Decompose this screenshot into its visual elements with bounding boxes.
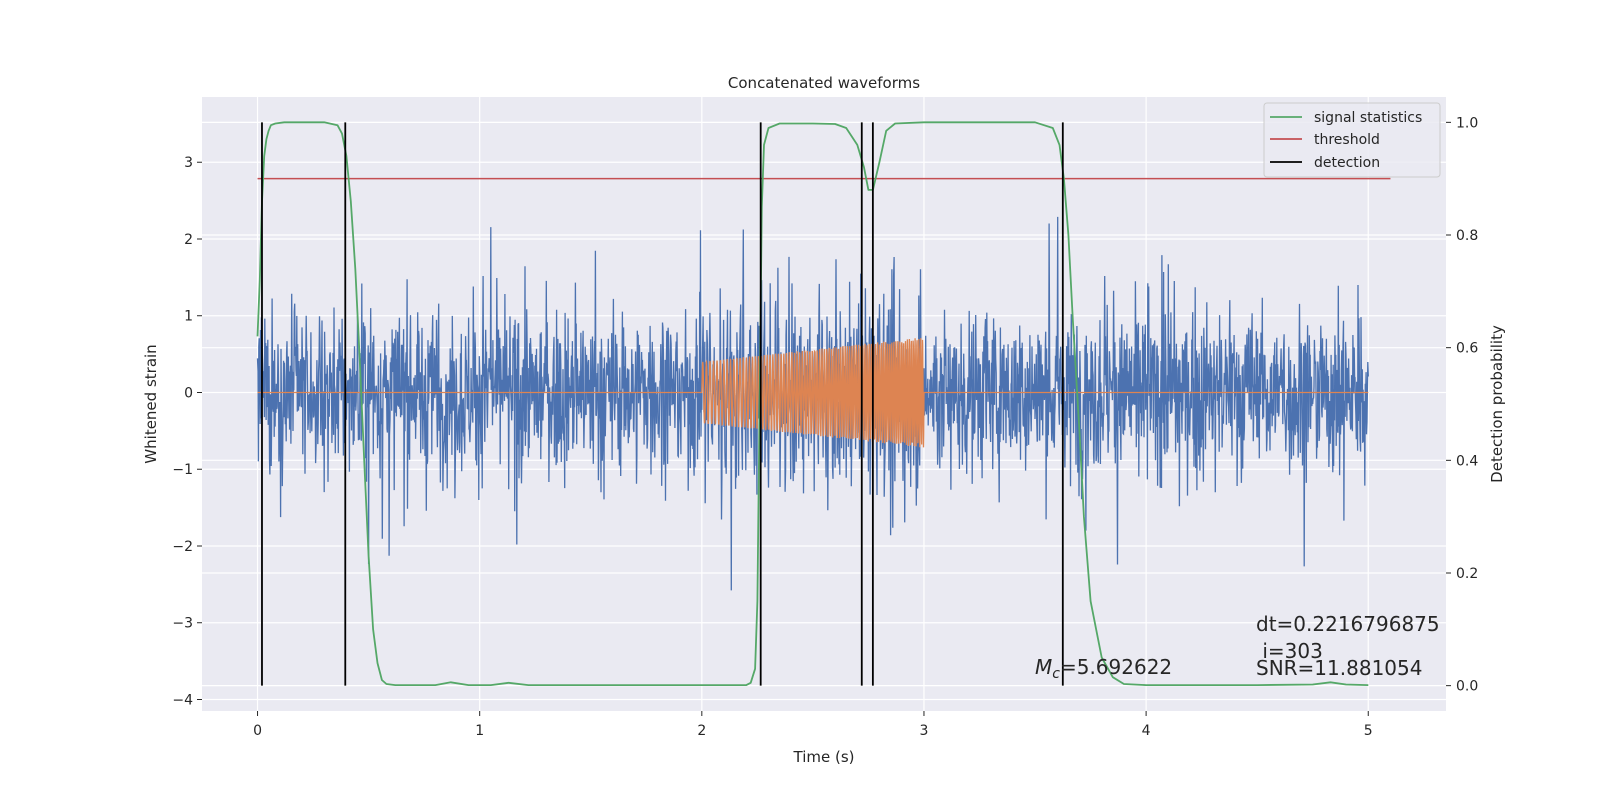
signal-statistics-series bbox=[256, 121, 1369, 686]
annotation-dt: dt=0.2216796875 bbox=[1256, 612, 1440, 636]
x-tick-label: 0 bbox=[253, 723, 262, 739]
legend-label-detection: detection bbox=[1314, 155, 1380, 171]
y-axis-label: Whitened strain bbox=[142, 344, 160, 463]
ticks: 0 1 2 3 4 5 −4 −3 −2 −1 0 1 2 3 0.0 0.2 0.4 0.6 0.8 1.0 bbox=[172, 115, 1478, 739]
y-tick-label: 0 bbox=[184, 385, 193, 401]
annotations: Mc=5.692622 dt=0.2216796875 i=303 SNR=11… bbox=[1035, 612, 1440, 682]
annotation-snr: SNR=11.881054 bbox=[1256, 656, 1422, 680]
y-tick-label: −2 bbox=[172, 539, 193, 555]
y-tick-label: 2 bbox=[184, 232, 193, 248]
detection-lines bbox=[261, 122, 1064, 686]
x-tick-label: 2 bbox=[697, 723, 706, 739]
x-tick-label: 5 bbox=[1364, 723, 1373, 739]
y-tick-label: −4 bbox=[172, 692, 193, 708]
x-tick-label: 4 bbox=[1142, 723, 1151, 739]
annotation-chirp-mass-value: =5.692622 bbox=[1060, 655, 1172, 679]
y-right-tick-label: 0.4 bbox=[1456, 453, 1478, 469]
injected-waveform-line bbox=[257, 338, 1369, 448]
y-tick-label: −3 bbox=[172, 616, 193, 632]
annotation-chirp-mass-subscript: c bbox=[1052, 666, 1060, 682]
annotation-index: i=303 bbox=[1256, 639, 1323, 663]
y-tick-label: 1 bbox=[184, 309, 193, 325]
annotation-chirp-mass-symbol: M bbox=[1035, 655, 1052, 679]
legend-label-threshold: threshold bbox=[1314, 132, 1380, 148]
x-tick-label: 1 bbox=[475, 723, 484, 739]
y-right-tick-label: 0.2 bbox=[1456, 566, 1478, 582]
y-tick-label: −1 bbox=[172, 462, 193, 478]
y-right-tick-label: 0.6 bbox=[1456, 341, 1478, 357]
injected-waveform-series bbox=[257, 338, 1369, 448]
legend-label-signal-statistics: signal statistics bbox=[1314, 110, 1422, 126]
chart-title: Concatenated waveforms bbox=[728, 74, 920, 92]
y-tick-label: 3 bbox=[184, 155, 193, 171]
signal-statistics-line bbox=[256, 121, 1369, 686]
y-right-tick-label: 1.0 bbox=[1456, 115, 1478, 131]
annotation-chirp-mass: Mc=5.692622 bbox=[1035, 655, 1172, 682]
y-right-tick-label: 0.0 bbox=[1456, 679, 1478, 695]
y-right-axis-label: Detection probability bbox=[1488, 325, 1506, 483]
legend-box bbox=[1263, 102, 1441, 178]
x-axis-label: Time (s) bbox=[793, 748, 855, 766]
legend: signal statistics threshold detection bbox=[1263, 102, 1441, 178]
y-right-tick-label: 0.8 bbox=[1456, 228, 1478, 244]
x-tick-label: 3 bbox=[920, 723, 929, 739]
